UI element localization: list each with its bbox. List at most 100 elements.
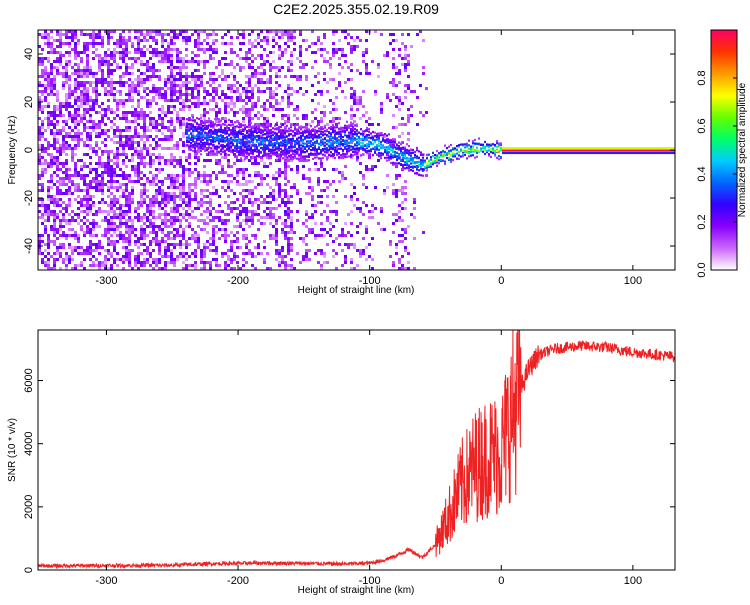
- spectrogram-cell: [203, 99, 206, 102]
- spectrogram-cell: [125, 195, 128, 198]
- spectrogram-cell: [398, 261, 401, 264]
- spectrogram-cell: [92, 168, 95, 171]
- spectrogram-cell: [107, 90, 110, 93]
- signal-cell: [252, 141, 254, 143]
- spectrogram-cell: [251, 180, 254, 183]
- spectrogram-cell: [221, 168, 224, 171]
- spectrogram-cell: [395, 189, 398, 192]
- spectrogram-cell: [272, 174, 275, 177]
- spectrogram-cell: [164, 57, 167, 60]
- spectrogram-cell: [77, 138, 80, 141]
- spectrogram-cell: [248, 249, 251, 252]
- spectrogram-cell: [212, 237, 215, 240]
- spectrogram-cell: [236, 81, 239, 84]
- spectrogram-cell: [284, 42, 287, 45]
- spectrogram-cell: [170, 39, 173, 42]
- spectrogram-cell: [227, 42, 230, 45]
- spectrogram-cell: [65, 207, 68, 210]
- spectrogram-cell: [218, 204, 221, 207]
- spectrogram-cell: [350, 195, 353, 198]
- spectrogram-cell: [140, 39, 143, 42]
- spectrogram-cell: [422, 72, 425, 75]
- spectrogram-cell: [167, 255, 170, 258]
- spectrogram-cell: [71, 228, 74, 231]
- spectrogram-cell: [395, 243, 398, 246]
- spectrogram-cell: [173, 177, 176, 180]
- spectrogram-cell: [137, 162, 140, 165]
- spectrogram-cell: [131, 198, 134, 201]
- spectrogram-cell: [77, 171, 80, 174]
- spectrogram-cell: [95, 183, 98, 186]
- spectrogram-cell: [278, 57, 281, 60]
- spectrogram-cell: [359, 117, 362, 120]
- spectrogram-cell: [149, 204, 152, 207]
- spectrogram-cell: [320, 54, 323, 57]
- spectrogram-cell: [209, 108, 212, 111]
- signal-cell: [192, 144, 194, 146]
- spectrogram-cell: [272, 96, 275, 99]
- spectrogram-cell: [332, 42, 335, 45]
- spectrogram-cell: [158, 213, 161, 216]
- spectrogram-cell: [371, 165, 374, 168]
- spectrogram-cell: [257, 90, 260, 93]
- spectrogram-cell: [194, 180, 197, 183]
- signal-cell: [194, 143, 196, 145]
- spectrogram-cell: [254, 174, 257, 177]
- spectrogram-cell: [170, 78, 173, 81]
- spectrogram-cell: [392, 57, 395, 60]
- spectrogram-cell: [89, 99, 92, 102]
- spectrogram-cell: [311, 84, 314, 87]
- spectrogram-cell: [320, 165, 323, 168]
- spectrogram-cell: [173, 81, 176, 84]
- spectrogram-cell: [92, 186, 95, 189]
- spectrogram-cell: [251, 189, 254, 192]
- spectrogram-cell: [245, 90, 248, 93]
- spectrogram-cell: [134, 165, 137, 168]
- spectrogram-cell: [47, 147, 50, 150]
- spectrogram-cell: [287, 207, 290, 210]
- spectrogram-cell: [119, 78, 122, 81]
- spectrogram-cell: [401, 201, 404, 204]
- spectrogram-cell: [170, 210, 173, 213]
- spectrogram-cell: [161, 111, 164, 114]
- spectrogram-cell: [110, 72, 113, 75]
- signal-cell: [270, 155, 272, 157]
- signal-cell: [254, 144, 256, 146]
- spectrogram-cell: [89, 183, 92, 186]
- spectrogram-cell: [392, 39, 395, 42]
- spectrogram-cell: [50, 120, 53, 123]
- spectrogram-cell: [272, 213, 275, 216]
- signal-cell: [294, 133, 296, 135]
- spectrogram-cell: [59, 144, 62, 147]
- signal-cell: [214, 129, 216, 131]
- spectrogram-cell: [62, 114, 65, 117]
- spectrogram-cell: [41, 213, 44, 216]
- spectrogram-cell: [65, 162, 68, 165]
- spectrogram-cell: [56, 156, 59, 159]
- signal-cell: [300, 128, 302, 130]
- spectrogram-cell: [77, 96, 80, 99]
- spectrogram-cell: [194, 234, 197, 237]
- spectrogram-cell: [104, 162, 107, 165]
- spectrogram-cell: [146, 207, 149, 210]
- spectrogram-cell: [392, 78, 395, 81]
- spectrogram-cell: [356, 264, 359, 267]
- signal-cell: [252, 134, 254, 136]
- spectrogram-cell: [284, 219, 287, 222]
- signal-cell: [276, 133, 278, 135]
- spectrogram-cell: [137, 153, 140, 156]
- spectrogram-cell: [74, 153, 77, 156]
- spectrogram-cell: [137, 57, 140, 60]
- spectrogram-cell: [194, 261, 197, 264]
- spectrogram-cell: [128, 159, 131, 162]
- spectrogram-cell: [131, 201, 134, 204]
- signal-cell: [284, 159, 286, 161]
- spectrogram-cell: [329, 99, 332, 102]
- spectrogram-cell: [83, 123, 86, 126]
- spectrogram-cell: [92, 264, 95, 267]
- spectrogram-cell: [371, 168, 374, 171]
- spectrogram-cell: [266, 195, 269, 198]
- signal-cell: [288, 155, 290, 157]
- spectrogram-cell: [131, 180, 134, 183]
- spectrogram-cell: [65, 132, 68, 135]
